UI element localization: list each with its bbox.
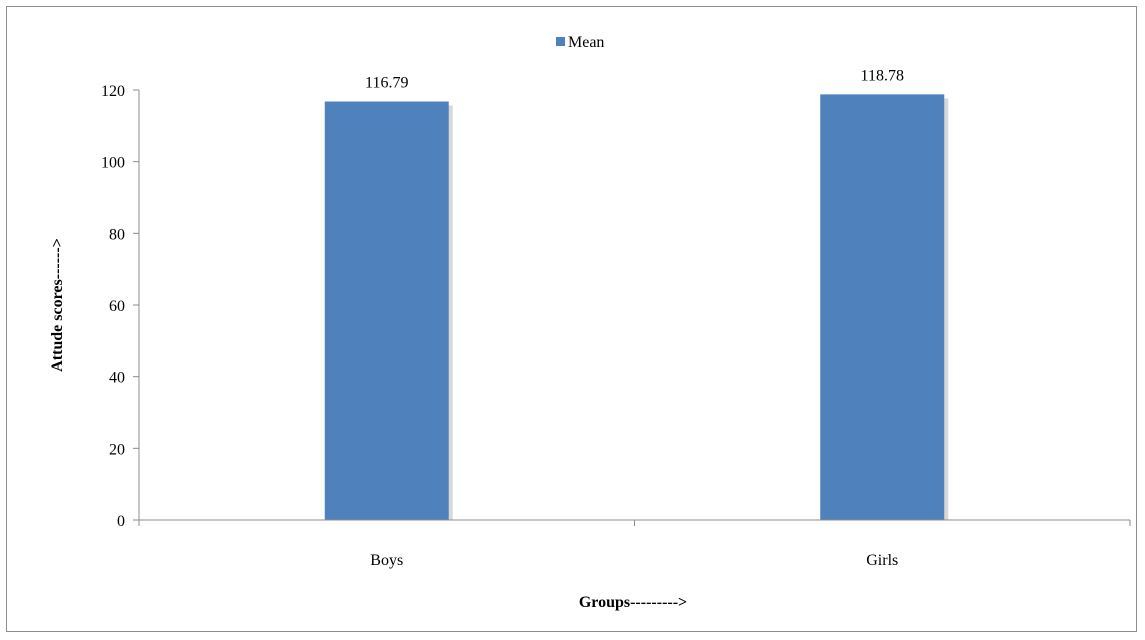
y-axis-title: Attude scores------> — [49, 238, 66, 372]
bar-girls — [820, 94, 945, 520]
y-axis: 0 20 40 60 80 100 120 — [101, 83, 140, 530]
x-tick-label: Girls — [866, 552, 898, 569]
y-tick-label: 40 — [109, 370, 125, 387]
y-tick-label: 0 — [117, 513, 125, 530]
bars: 116.79 118.78 — [324, 67, 949, 520]
y-tick-label: 60 — [109, 298, 125, 315]
bar-boys — [324, 101, 449, 520]
chart-frame — [6, 6, 1137, 632]
y-tick-label: 100 — [101, 155, 125, 172]
y-tick-label: 80 — [109, 226, 125, 243]
legend: Mean — [556, 34, 604, 51]
x-axis: Boys Girls — [138, 519, 1131, 569]
legend-label-mean: Mean — [568, 34, 604, 51]
x-tick-label: Boys — [370, 552, 403, 569]
legend-swatch-mean — [556, 37, 565, 46]
y-tick-label: 20 — [109, 441, 125, 458]
data-label: 116.79 — [365, 75, 408, 92]
y-tick-label: 120 — [101, 83, 125, 100]
x-axis-title: Groups---------> — [579, 594, 687, 611]
data-label: 118.78 — [861, 67, 904, 84]
